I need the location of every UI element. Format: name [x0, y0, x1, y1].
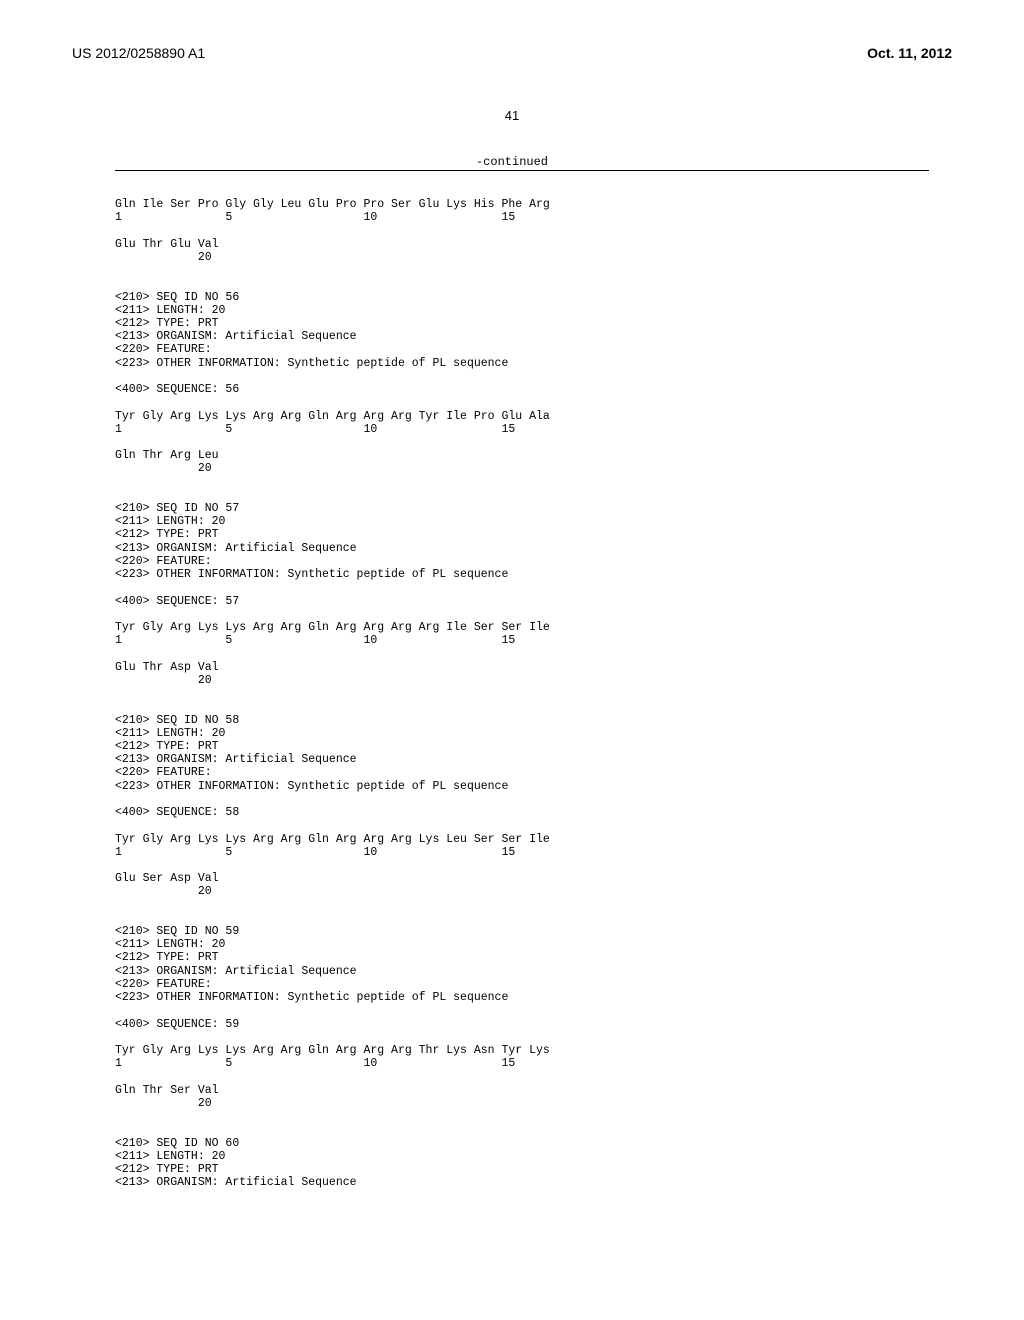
publication-date: Oct. 11, 2012 — [867, 45, 952, 61]
header-row: US 2012/0258890 A1 Oct. 11, 2012 — [0, 45, 1024, 61]
horizontal-rule — [115, 170, 929, 171]
publication-number: US 2012/0258890 A1 — [72, 45, 205, 61]
page-number: 41 — [0, 108, 1024, 123]
continued-label: -continued — [0, 155, 1024, 169]
sequence-content: Gln Ile Ser Pro Gly Gly Leu Glu Pro Pro … — [115, 198, 550, 1189]
